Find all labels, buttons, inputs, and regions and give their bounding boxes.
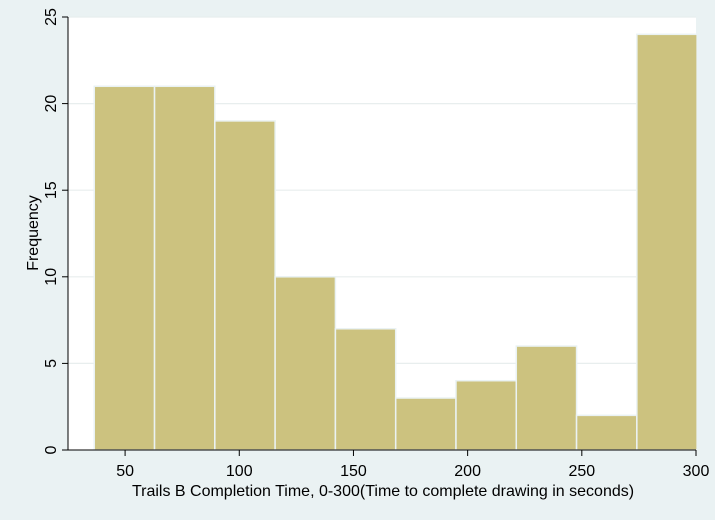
histogram-bar: [515, 345, 578, 451]
histogram-bar: [153, 85, 216, 451]
y-tick-label: 0: [43, 445, 60, 454]
axes: [67, 17, 696, 451]
x-tick-label: 200: [454, 463, 481, 480]
x-tick-label: 300: [683, 463, 710, 480]
x-tick-label: 50: [116, 463, 134, 480]
x-axis-title: Trails B Completion Time, 0-300(Time to …: [132, 483, 634, 500]
y-axis-title: Frequency: [25, 195, 42, 271]
y-tick-label: 5: [43, 359, 60, 368]
histogram-bar: [214, 120, 276, 451]
histogram-bar: [334, 328, 397, 451]
x-ticks: 50 100 150 200 250 300: [116, 450, 709, 480]
y-ticks: 0 5 10 15 20 25: [43, 8, 68, 454]
histogram-bar: [636, 33, 698, 451]
histogram-bar: [575, 414, 638, 451]
y-tick-label: 25: [43, 8, 60, 26]
histogram-bar: [93, 85, 156, 451]
y-tick-label: 15: [43, 181, 60, 199]
x-tick-label: 100: [226, 463, 253, 480]
y-tick-label: 10: [43, 268, 60, 286]
bars: [93, 33, 698, 451]
y-tick-label: 20: [43, 95, 60, 113]
histogram-bar: [394, 397, 457, 451]
x-tick-label: 150: [340, 463, 367, 480]
histogram-bar: [455, 379, 518, 451]
x-tick-label: 250: [568, 463, 595, 480]
histogram-bar: [274, 276, 337, 451]
